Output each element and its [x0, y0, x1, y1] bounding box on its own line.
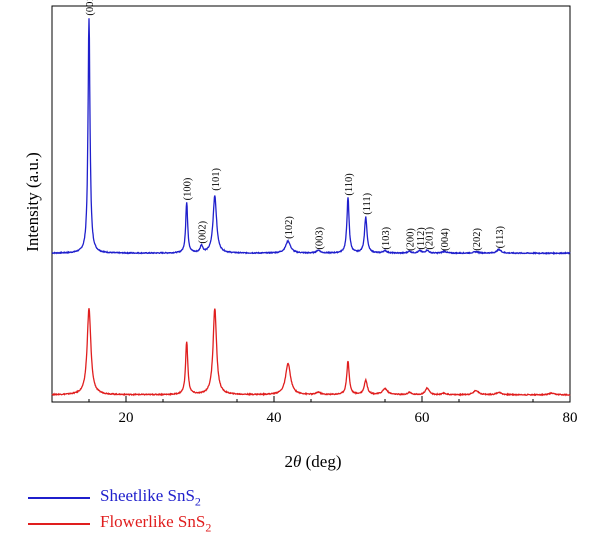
- x-tick-label: 20: [119, 410, 134, 426]
- peak-label: (001): [85, 0, 96, 16]
- peak-label: (103): [381, 226, 392, 249]
- legend-label-flowerlike: Flowerlike SnS2: [100, 512, 212, 535]
- legend-swatch-flowerlike: [28, 522, 90, 525]
- plot-frame: [51, 5, 571, 403]
- x-tick-label: 40: [267, 410, 282, 426]
- peak-label: (202): [472, 228, 483, 251]
- peak-label: (002): [197, 220, 208, 243]
- axes: [51, 5, 571, 403]
- series-layer: [51, 18, 571, 397]
- xrd-chart: (001) (100) (002) (101) (102) (003) (110) (111)…: [23, 0, 578, 471]
- peak-label: (100): [183, 177, 194, 200]
- y-axis-label: Intensity (a.u.): [23, 152, 42, 252]
- annotation-layer: (001) (100) (002) (101) (102) (003) (110) (111)…: [85, 0, 506, 251]
- peak-label: (111): [362, 192, 373, 214]
- peak-label: (113): [495, 226, 506, 249]
- series-line-1: [51, 308, 571, 397]
- peak-label: (101): [211, 168, 222, 191]
- x-axis-label: 2θ (deg): [285, 452, 342, 471]
- peak-label: (201): [425, 226, 436, 249]
- peak-label: (102): [284, 216, 295, 239]
- peak-label: (110): [344, 173, 355, 196]
- legend-label-sheetlike: Sheetlike SnS2: [100, 486, 201, 509]
- legend-swatch-sheetlike: [28, 496, 90, 499]
- tick-layer: 20 40 60 80: [88, 396, 578, 426]
- x-tick-label: 60: [415, 410, 430, 426]
- series-line-0: [51, 18, 571, 256]
- peak-label: (200): [405, 228, 416, 251]
- peak-label: (003): [314, 226, 325, 249]
- x-tick-label: 80: [563, 410, 578, 426]
- peak-label: (112): [416, 227, 427, 250]
- peak-label: (004): [440, 228, 451, 251]
- legend-item-flowerlike: Flowerlike SnS2: [28, 512, 211, 535]
- legend-item-sheetlike: Sheetlike SnS2: [28, 486, 201, 509]
